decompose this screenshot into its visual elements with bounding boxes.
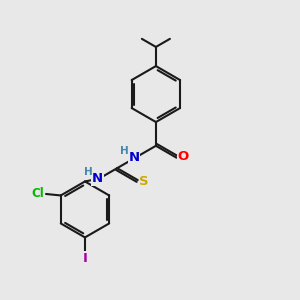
Text: I: I: [82, 252, 87, 265]
Text: Cl: Cl: [32, 187, 44, 200]
Text: H: H: [120, 146, 129, 156]
Text: O: O: [177, 150, 189, 163]
Text: N: N: [92, 172, 103, 185]
Text: H: H: [84, 167, 92, 177]
Text: S: S: [140, 175, 149, 188]
Text: N: N: [128, 151, 140, 164]
